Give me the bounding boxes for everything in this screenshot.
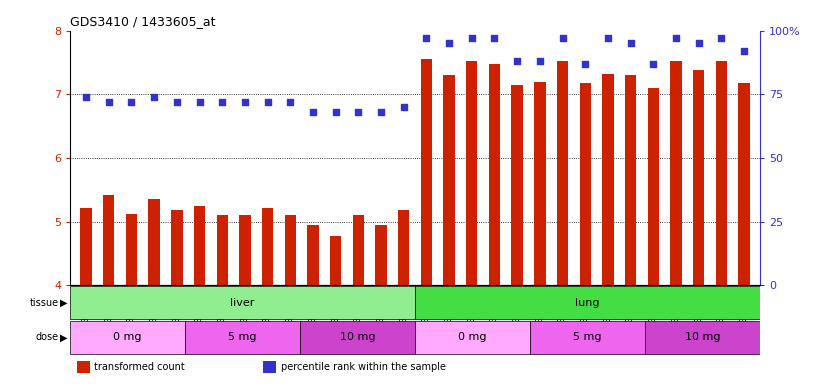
- Point: [170, 99, 183, 105]
- Bar: [80, 208, 92, 285]
- Text: 5 mg: 5 mg: [228, 332, 257, 343]
- Point: [352, 109, 365, 115]
- Text: GDS3410 / 1433605_at: GDS3410 / 1433605_at: [69, 15, 215, 28]
- Bar: [489, 64, 501, 285]
- Text: lung: lung: [575, 298, 600, 308]
- Bar: [263, 361, 276, 372]
- Point: [714, 35, 728, 41]
- Bar: [398, 210, 410, 285]
- Point: [465, 35, 478, 41]
- Point: [556, 35, 569, 41]
- Point: [669, 35, 682, 41]
- Bar: [530, 321, 645, 354]
- Text: 10 mg: 10 mg: [685, 332, 720, 343]
- Bar: [648, 88, 659, 285]
- Point: [374, 109, 387, 115]
- Text: liver: liver: [230, 298, 255, 308]
- Text: 10 mg: 10 mg: [339, 332, 375, 343]
- Point: [601, 35, 615, 41]
- Point: [397, 104, 411, 110]
- Bar: [171, 210, 183, 285]
- Bar: [185, 321, 300, 354]
- Point: [102, 99, 116, 105]
- Point: [193, 99, 206, 105]
- Text: ▶: ▶: [60, 332, 68, 343]
- Point: [624, 40, 637, 46]
- Point: [216, 99, 229, 105]
- Bar: [444, 75, 455, 285]
- Point: [443, 40, 456, 46]
- Bar: [70, 321, 185, 354]
- Text: 5 mg: 5 mg: [573, 332, 602, 343]
- Point: [283, 99, 297, 105]
- Bar: [602, 74, 614, 285]
- Bar: [103, 195, 115, 285]
- Bar: [420, 60, 432, 285]
- Point: [238, 99, 251, 105]
- Bar: [625, 75, 636, 285]
- Bar: [645, 321, 760, 354]
- Point: [420, 35, 433, 41]
- Text: ▶: ▶: [60, 298, 68, 308]
- Point: [148, 94, 161, 100]
- Bar: [415, 286, 760, 319]
- Bar: [240, 215, 250, 285]
- Bar: [738, 83, 750, 285]
- Bar: [262, 208, 273, 285]
- Bar: [300, 321, 415, 354]
- Point: [579, 61, 592, 67]
- Bar: [285, 215, 296, 285]
- Point: [534, 58, 547, 65]
- Text: transformed count: transformed count: [94, 362, 185, 372]
- Text: percentile rank within the sample: percentile rank within the sample: [281, 362, 445, 372]
- Bar: [511, 85, 523, 285]
- Point: [306, 109, 320, 115]
- Bar: [415, 321, 530, 354]
- Bar: [671, 61, 681, 285]
- Bar: [149, 199, 159, 285]
- Point: [738, 48, 751, 54]
- Text: 0 mg: 0 mg: [458, 332, 487, 343]
- Point: [647, 61, 660, 67]
- Bar: [70, 286, 415, 319]
- Point: [488, 35, 501, 41]
- Bar: [194, 206, 205, 285]
- Bar: [77, 361, 89, 372]
- Bar: [466, 61, 477, 285]
- Bar: [375, 225, 387, 285]
- Bar: [715, 61, 727, 285]
- Bar: [693, 70, 705, 285]
- Point: [329, 109, 342, 115]
- Point: [261, 99, 274, 105]
- Bar: [557, 61, 568, 285]
- Point: [125, 99, 138, 105]
- Point: [79, 94, 93, 100]
- Point: [692, 40, 705, 46]
- Text: dose: dose: [36, 332, 59, 343]
- Text: tissue: tissue: [30, 298, 59, 308]
- Bar: [353, 215, 364, 285]
- Bar: [307, 225, 319, 285]
- Bar: [330, 236, 341, 285]
- Point: [510, 58, 524, 65]
- Bar: [216, 215, 228, 285]
- Bar: [534, 82, 545, 285]
- Text: 0 mg: 0 mg: [113, 332, 142, 343]
- Bar: [126, 214, 137, 285]
- Bar: [580, 83, 591, 285]
